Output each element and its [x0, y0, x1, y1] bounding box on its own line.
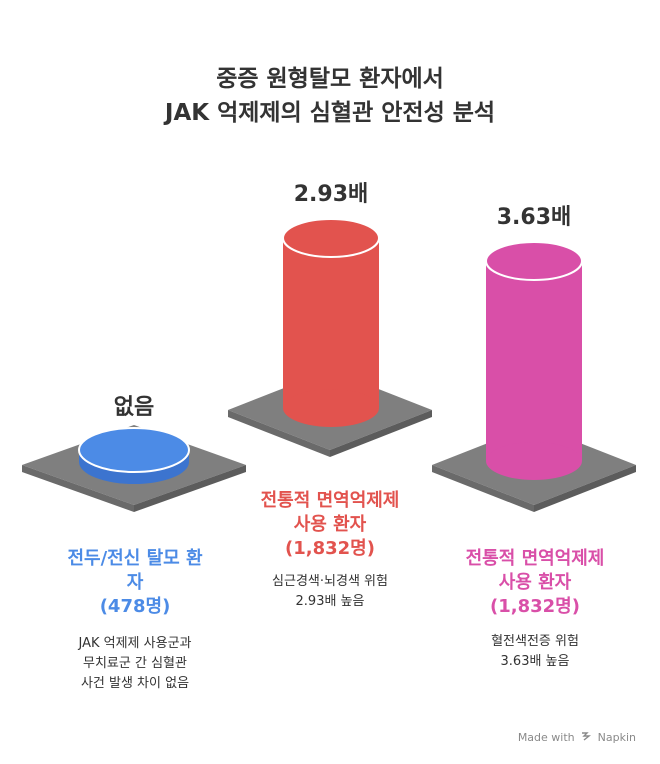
group-2-desc-line-1: 심근경색·뇌경색 위험 [272, 574, 388, 589]
group-2-title-line-1: 전통적 면역억제제 [260, 490, 400, 511]
group-3-description: 혈전색전증 위험 3.63배 높음 [430, 632, 640, 672]
napkin-logo-icon [581, 731, 592, 744]
made-with-footer[interactable]: Made with Napkin [518, 731, 636, 744]
title-line-1: 중증 원형탈모 환자에서 [216, 66, 444, 92]
value-label-3: 3.63배 [496, 205, 572, 230]
disk-group-1 [78, 427, 190, 484]
group-1-description: JAK 억제제 사용군과 무치료군 간 심혈관 사건 발생 차이 없음 [30, 634, 240, 694]
napkin-brand-text: Napkin [597, 731, 636, 744]
made-with-text: Made with [517, 731, 575, 744]
page-title: 중증 원형탈모 환자에서 JAK 억제제의 심혈관 안전성 분석 [0, 62, 660, 130]
group-1-title-line-2: 자 [126, 572, 144, 593]
group-3-title-line-3: (1,832명) [490, 596, 580, 617]
group-1-title-line-3: (478명) [99, 596, 171, 617]
group-2-title: 전통적 면역억제제 사용 환자 (1,832명) [225, 489, 435, 561]
group-1-desc-line-2: 무치료군 간 심혈관 [83, 656, 187, 671]
group-1-title-line-1: 전두/전신 탈모 환 [67, 548, 203, 569]
group-3-title-line-2: 사용 환자 [498, 572, 572, 593]
value-label-2: 2.93배 [293, 182, 369, 207]
cylinder-group-2 [282, 218, 380, 427]
group-1-desc-line-1: JAK 억제제 사용군과 [78, 636, 192, 651]
group-2-title-line-3: (1,832명) [285, 538, 375, 559]
group-3-desc-line-2: 3.63배 높음 [500, 654, 570, 669]
title-line-2: JAK 억제제의 심혈관 안전성 분석 [164, 100, 496, 126]
group-3-title-line-1: 전통적 면역억제제 [465, 548, 605, 569]
group-3-title: 전통적 면역억제제 사용 환자 (1,832명) [430, 547, 640, 619]
group-1-desc-line-3: 사건 발생 차이 없음 [80, 676, 190, 691]
group-2-title-line-2: 사용 환자 [293, 514, 367, 535]
cylinder-group-3 [485, 241, 583, 480]
group-3-desc-line-1: 혈전색전증 위험 [491, 634, 579, 649]
group-2-desc-line-2: 2.93배 높음 [295, 594, 365, 609]
group-2-description: 심근경색·뇌경색 위험 2.93배 높음 [225, 572, 435, 612]
value-label-1: 없음 [113, 395, 155, 420]
group-1-title: 전두/전신 탈모 환 자 (478명) [30, 547, 240, 619]
